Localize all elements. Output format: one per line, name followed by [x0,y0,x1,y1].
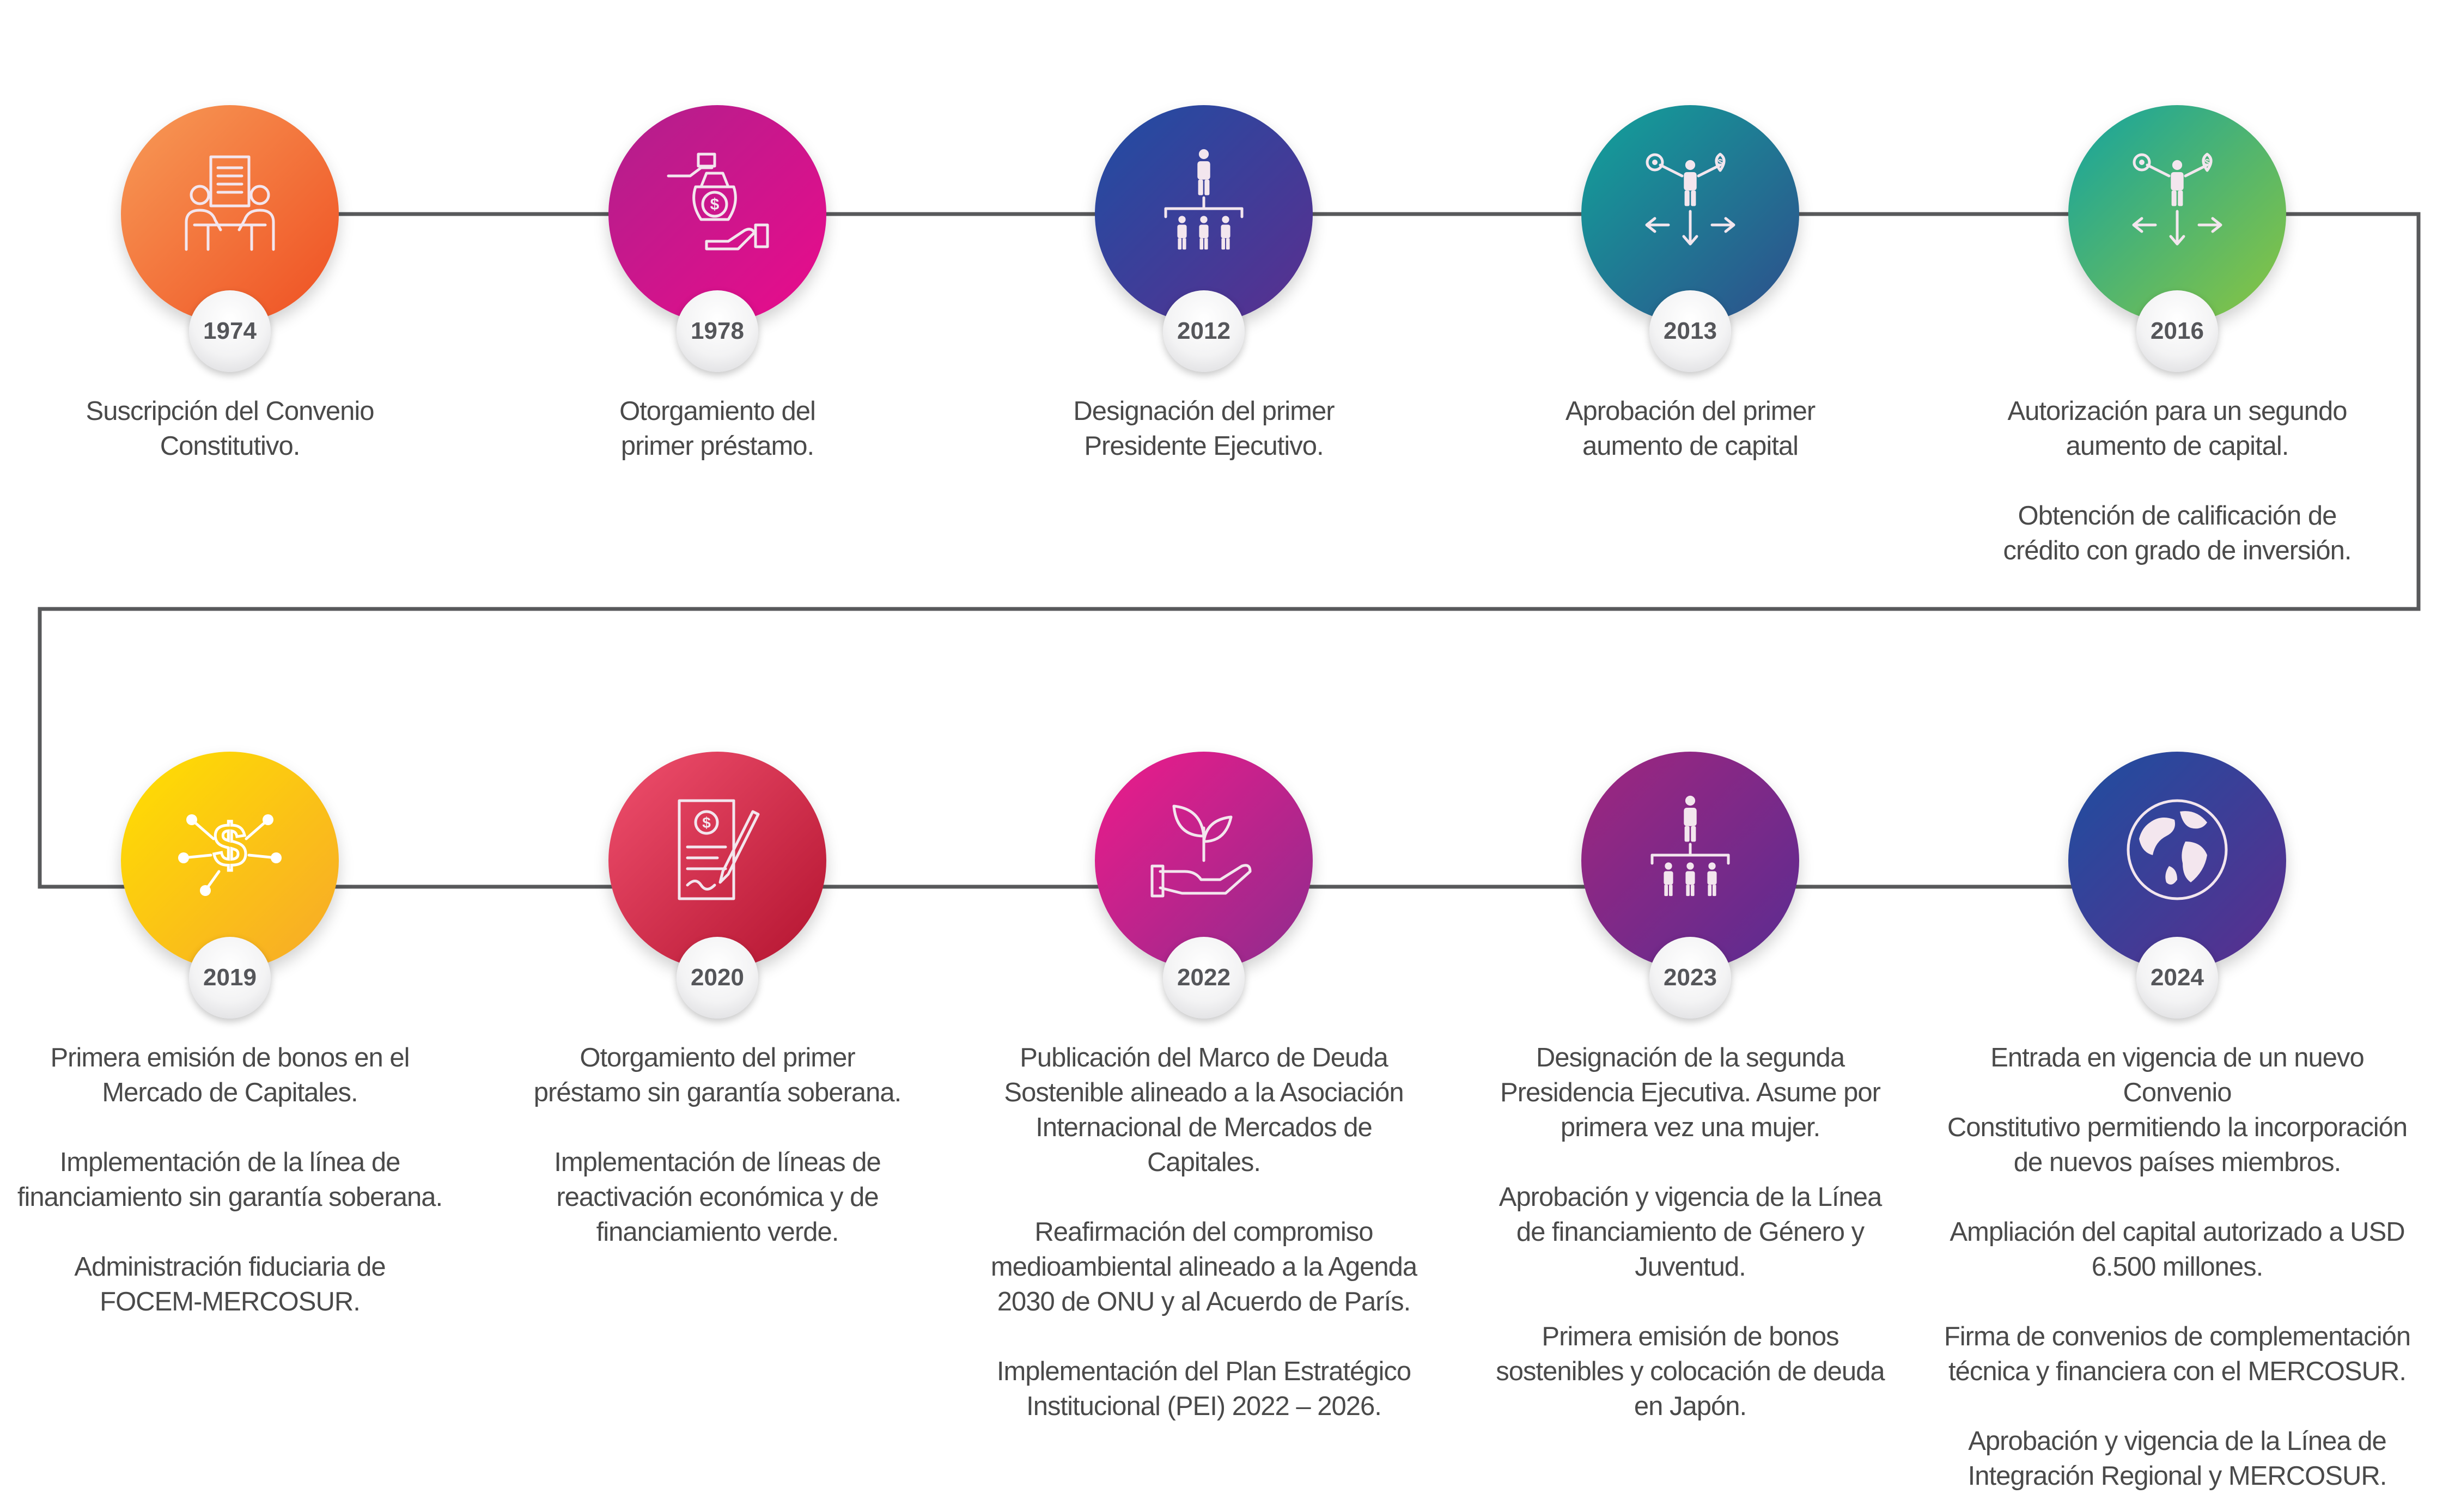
description-paragraph: Designación de la segunda Presidencia Ej… [1500,1043,1881,1142]
milestone-circle-2024 [2068,752,2286,970]
description-paragraph: Implementación del Plan Estratégico Inst… [996,1357,1411,1421]
plant-hand-icon [1144,790,1264,910]
milestone-description: Designación del primer Presidente Ejecut… [970,394,1438,464]
milestone-description: Otorgamiento del primer préstamo. [483,394,952,464]
milestone-circle-2016: $ [2068,105,2286,323]
milestone-description: Otorgamiento del primer préstamo sin gar… [483,1040,952,1249]
description-paragraph: Suscripción del Convenio Constitutivo. [86,397,375,461]
milestone-description: Publicación del Marco de Deuda Sostenibl… [970,1040,1438,1424]
description-paragraph: Primera emisión de bonos en el Mercado d… [50,1043,410,1107]
loan-money-hand-icon: $ [657,143,777,263]
globe-icon [2117,790,2237,910]
description-paragraph: Designación del primer Presidente Ejecut… [1073,397,1335,461]
milestone-circle-2023 [1581,752,1799,970]
year-badge: 1974 [189,290,271,372]
milestone-description: Aprobación del primer aumento de capital [1456,394,1924,464]
description-paragraph: Primera emisión de bonos sostenibles y c… [1496,1322,1885,1421]
milestone-description: Primera emisión de bonos en el Mercado d… [0,1040,464,1319]
executive-hierarchy-icon [1144,143,1264,263]
year-badge: 2023 [1649,937,1731,1019]
dollar-network-icon: $ [170,790,290,910]
description-paragraph: Aprobación y vigencia de la Línea de Int… [1967,1426,2387,1491]
year-badge: 2012 [1163,290,1245,372]
description-paragraph: Obtención de calificación de crédito con… [2003,501,2352,565]
milestone-circle-2012 [1095,105,1313,323]
milestone-description: Designación de la segunda Presidencia Ej… [1456,1040,1924,1424]
milestone-circle-2019: $ [121,752,339,970]
milestone-description: Suscripción del Convenio Constitutivo. [0,394,464,464]
svg-text:$: $ [1718,158,1723,167]
description-paragraph: Aprobación y vigencia de la Línea de fin… [1498,1182,1883,1282]
executive-hierarchy-icon [1630,790,1750,910]
capital-decision-icon: $ [1630,143,1750,263]
year-badge: 1978 [677,290,758,372]
year-badge: 2024 [2136,937,2218,1019]
signed-contract-icon: $ [657,790,777,910]
milestone-circle-2013: $ [1581,105,1799,323]
year-badge: 2019 [189,937,271,1019]
milestone-description: Entrada en vigencia de un nuevo Convenio… [1943,1040,2411,1493]
svg-text:$: $ [702,814,711,831]
description-paragraph: Entrada en vigencia de un nuevo Convenio… [1947,1043,2408,1177]
description-paragraph: Publicación del Marco de Deuda Sostenibl… [1004,1043,1404,1177]
description-paragraph: Otorgamiento del primer préstamo sin gar… [533,1043,901,1107]
milestone-circle-1978: $ [608,105,826,323]
milestone-circle-2020: $ [608,752,826,970]
year-badge: 2013 [1649,290,1731,372]
description-paragraph: Reafirmación del compromiso medioambient… [990,1217,1417,1316]
meeting-document-icon [170,143,290,263]
capital-decision-icon: $ [2117,143,2237,263]
milestone-circle-2022 [1095,752,1313,970]
year-badge: 2022 [1163,937,1245,1019]
description-paragraph: Ampliación del capital autorizado a USD … [1950,1217,2405,1282]
svg-text:$: $ [2205,158,2210,167]
description-paragraph: Autorización para un segundo aumento de … [2007,397,2347,461]
year-badge: 2016 [2136,290,2218,372]
description-paragraph: Implementación de líneas de reactivación… [554,1148,881,1247]
year-badge: 2020 [677,937,758,1019]
description-paragraph: Firma de convenios de complementación té… [1944,1322,2411,1386]
svg-text:$: $ [710,196,720,214]
description-paragraph: Implementación de la línea de financiami… [17,1148,443,1212]
description-paragraph: Otorgamiento del primer préstamo. [619,397,816,461]
milestone-circle-1974 [121,105,339,323]
description-paragraph: Administración fiduciaria de FOCEM-MERCO… [74,1252,386,1316]
description-paragraph: Aprobación del primer aumento de capital [1565,397,1816,461]
svg-text:$: $ [213,812,246,879]
milestone-description: Autorización para un segundo aumento de … [1943,394,2411,568]
